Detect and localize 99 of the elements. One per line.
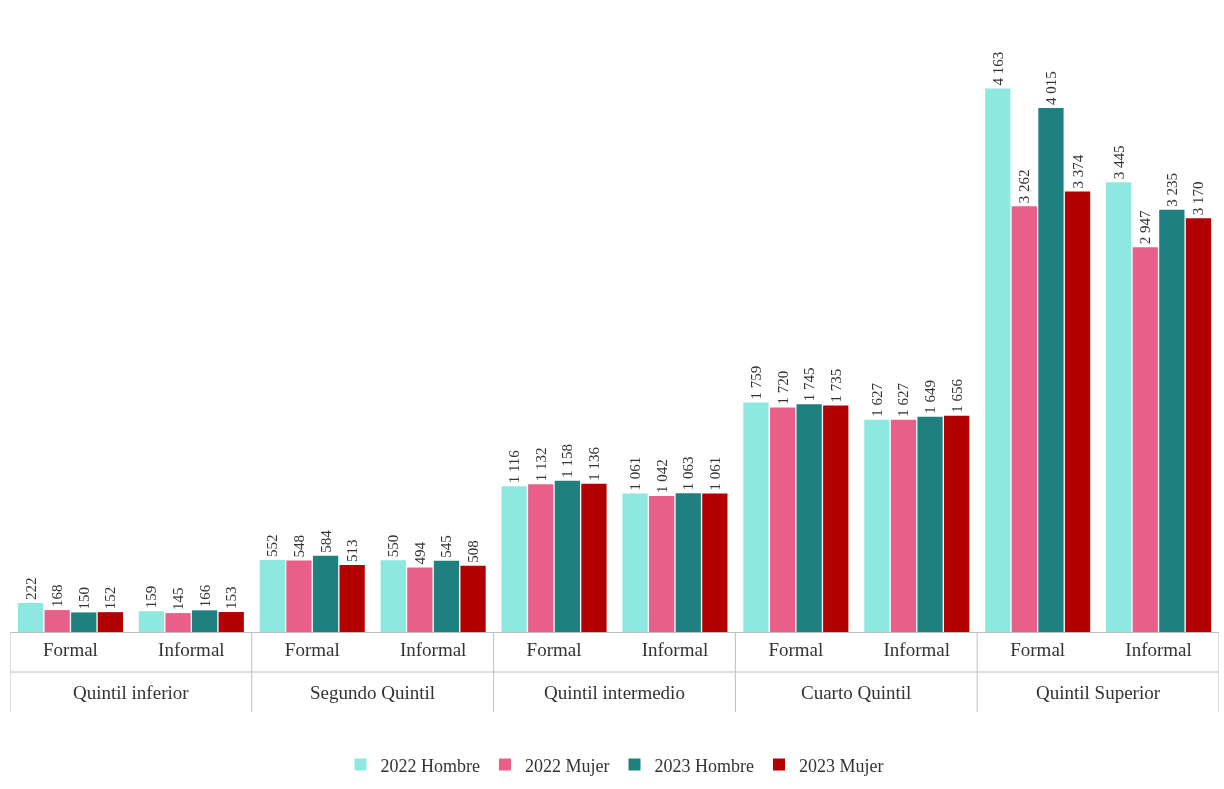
data-label: 166 xyxy=(196,584,213,608)
data-label: 545 xyxy=(438,535,455,558)
text: Cuarto Quintil xyxy=(801,682,912,703)
data-label: 145 xyxy=(170,587,187,611)
legend-label: 2022 Hombre xyxy=(380,755,480,776)
data-label: 3 374 xyxy=(1069,154,1086,189)
legend-label: 2023 Hombre xyxy=(654,755,754,776)
bar xyxy=(864,419,890,632)
data-label: 4 015 xyxy=(1042,71,1059,105)
bar xyxy=(985,88,1011,632)
bar xyxy=(433,560,460,632)
data-label: 548 xyxy=(290,534,307,558)
data-label: 1 649 xyxy=(922,380,939,414)
bar xyxy=(138,611,165,632)
data-label: 159 xyxy=(143,585,160,609)
data-label: 494 xyxy=(411,541,428,565)
x-tick-label: Formal xyxy=(526,638,582,660)
bar xyxy=(554,480,580,632)
data-label: 3 235 xyxy=(1163,172,1180,207)
data-label: 1 656 xyxy=(948,378,965,413)
data-label: 1 627 xyxy=(895,382,912,417)
data-label: 1 042 xyxy=(653,459,670,493)
bar xyxy=(581,483,607,632)
bar xyxy=(1132,247,1158,632)
bar xyxy=(259,559,285,632)
data-label: 1 759 xyxy=(747,365,764,400)
data-label: 1 116 xyxy=(506,449,523,484)
x-tick-label: Informal xyxy=(399,638,467,660)
bar xyxy=(97,612,123,632)
data-label: 1 745 xyxy=(801,367,818,402)
data-label: 584 xyxy=(317,529,334,553)
data-label: 552 xyxy=(264,534,281,557)
bar xyxy=(702,493,728,632)
data-label: 168 xyxy=(49,584,66,608)
bar xyxy=(218,612,244,632)
bar xyxy=(743,402,769,632)
x-tick-label: Informal xyxy=(1125,638,1192,660)
bar xyxy=(1185,218,1212,632)
bar xyxy=(17,603,44,632)
legend-label: 2022 Mujer xyxy=(524,755,610,776)
bar xyxy=(407,567,433,632)
text: Quintil inferior xyxy=(73,682,190,703)
data-label: 513 xyxy=(344,539,361,563)
x-tick-label: Formal xyxy=(768,638,824,660)
bar xyxy=(823,405,849,632)
bar xyxy=(890,419,917,632)
x-tick-label: Formal xyxy=(284,638,340,660)
bar xyxy=(380,560,406,632)
bar xyxy=(1159,209,1185,632)
data-label: 1 627 xyxy=(868,382,885,417)
data-label: 1 136 xyxy=(585,446,602,481)
bar xyxy=(460,565,486,632)
data-label: 152 xyxy=(102,586,119,610)
bar xyxy=(944,415,970,632)
bar xyxy=(917,416,943,632)
data-label: 1 061 xyxy=(706,456,723,491)
data-label: 4 163 xyxy=(989,51,1006,86)
data-label: 550 xyxy=(385,534,402,558)
bar xyxy=(1064,191,1091,632)
bar xyxy=(339,565,365,632)
bar xyxy=(192,610,218,632)
bar xyxy=(622,493,648,632)
x-tick-label: Formal xyxy=(43,638,98,660)
bar xyxy=(649,495,675,632)
data-label: 508 xyxy=(465,540,482,563)
bar xyxy=(286,560,312,632)
legend-label: 2023 Mujer xyxy=(798,755,884,776)
data-label: 1 132 xyxy=(532,447,549,482)
data-label: 3 262 xyxy=(1016,169,1033,204)
x-tick-label: Formal xyxy=(1010,638,1066,660)
data-label: 1 061 xyxy=(627,456,644,491)
x-tick-label: Informal xyxy=(158,638,225,660)
bar xyxy=(501,486,527,632)
text: Segundo Quintil xyxy=(310,682,436,703)
data-label: 3 445 xyxy=(1110,145,1127,180)
x-tick-label: Informal xyxy=(883,638,950,660)
data-label: 2 947 xyxy=(1137,210,1154,245)
bar xyxy=(1011,206,1037,632)
bar xyxy=(44,610,70,632)
x-tick-label: Informal xyxy=(641,638,709,660)
data-label: 150 xyxy=(75,586,92,610)
bar xyxy=(165,613,191,632)
data-label: 1 158 xyxy=(559,444,576,478)
bar xyxy=(528,484,554,632)
data-label: 222 xyxy=(22,577,39,601)
text: Quintil intermedio xyxy=(544,682,685,703)
data-label: 1 720 xyxy=(774,370,791,405)
bar xyxy=(1106,182,1132,632)
data-label: 3 170 xyxy=(1190,181,1207,216)
bar xyxy=(71,612,97,632)
data-label: 153 xyxy=(223,586,240,610)
bar xyxy=(769,407,796,632)
bar xyxy=(1038,107,1064,632)
bar xyxy=(796,404,822,632)
data-label: 1 735 xyxy=(827,368,844,403)
bar xyxy=(312,555,339,632)
bar xyxy=(675,493,701,632)
text: Quintil Superior xyxy=(1036,682,1161,703)
data-label: 1 063 xyxy=(680,456,697,491)
